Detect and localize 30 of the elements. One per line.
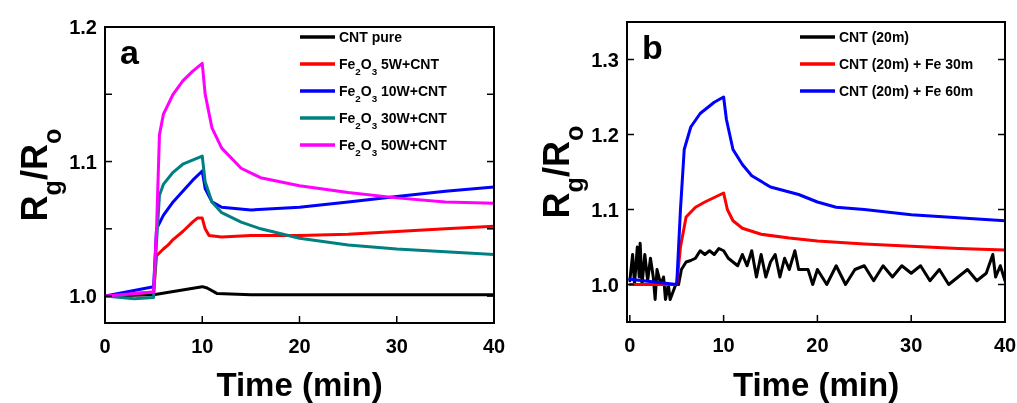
legend-label: CNT pure [339, 29, 403, 45]
y-tick-label: 1.1 [591, 198, 619, 221]
x-tick-label: 20 [806, 334, 829, 356]
x-tick-label: 30 [385, 335, 408, 357]
legend-label: Fe$_{2}$O$_{3}$ 5W+CNT [339, 56, 440, 77]
chart-title: b [642, 28, 663, 66]
legend-label: Fe$_{2}$O$_{3}$ 30W+CNT [339, 110, 448, 131]
y-tick-label: 1.2 [69, 16, 97, 38]
x-tick-label: 30 [900, 334, 923, 356]
x-tick-label: 10 [712, 334, 735, 356]
y-tick-label: 1.2 [591, 123, 619, 146]
x-tick-label: 40 [993, 334, 1017, 356]
x-tick-label: 0 [99, 335, 111, 357]
chart-title: a [120, 33, 140, 71]
line-series [628, 191, 1005, 286]
x-tick-label: 40 [482, 335, 506, 357]
x-axis-title: Time (min) [216, 366, 383, 403]
legend-label: CNT (20m) [839, 29, 910, 45]
x-axis-title: Time (min) [732, 366, 900, 403]
y-tick-label: 1.3 [591, 48, 619, 71]
y-tick-label: 1.0 [69, 285, 97, 308]
legend-label: CNT (20m) + Fe 30m [839, 56, 974, 72]
legend-label: Fe$_{2}$O$_{3}$ 50W+CNT [339, 137, 448, 158]
x-tick-label: 10 [191, 335, 214, 357]
legend-label: CNT (20m) + Fe 60m [839, 83, 974, 99]
legend-label: Fe$_{2}$O$_{3}$ 10W+CNT [339, 83, 448, 104]
x-tick-label: 0 [624, 334, 636, 356]
x-tick-label: 20 [288, 335, 311, 357]
y-tick-label: 1.1 [69, 150, 97, 173]
y-tick-label: 1.0 [591, 273, 619, 296]
